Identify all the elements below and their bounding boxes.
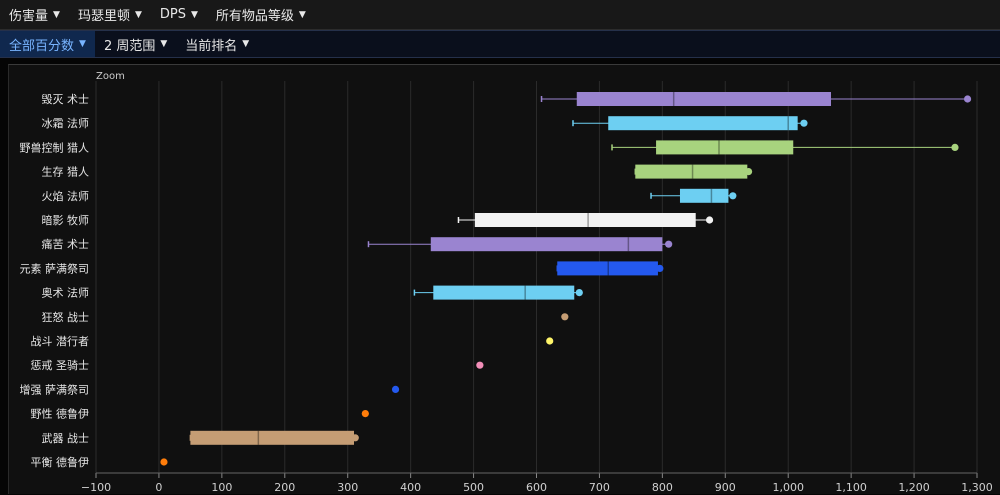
boss-dropdown-label: 玛瑟里顿 — [77, 9, 130, 24]
x-tick-label: 200 — [274, 481, 295, 494]
max-point — [744, 168, 753, 176]
metric-filter-bar: 伤害量 ▼ 玛瑟里顿 ▼ DPS ▼ 所有物品等级 ▼ — [0, 0, 1000, 30]
box-iqr — [608, 116, 798, 131]
boss-dropdown[interactable]: 玛瑟里顿 ▼ — [69, 0, 151, 29]
percentile-dropdown[interactable]: 全部百分数 ▼ — [0, 31, 95, 57]
max-point — [160, 458, 168, 466]
chevron-down-icon: ▼ — [134, 9, 142, 20]
chevron-down-icon: ▼ — [53, 9, 60, 20]
category-label: 增强 萨满祭司 — [20, 382, 90, 396]
x-tick-label: 600 — [526, 481, 547, 494]
stat-dropdown-label: DPS — [159, 7, 186, 22]
category-label: 惩戒 圣骑士 — [31, 359, 90, 372]
max-point — [705, 216, 714, 224]
boxplot-chart: −100 0 100 200 300 400 500 600 700 800 900 1,000 1,1… — [20, 81, 993, 494]
max-point — [351, 434, 359, 442]
x-tick-label: 300 — [337, 481, 358, 494]
time-range-dropdown[interactable]: 2 周范围 ▼ — [95, 31, 176, 57]
x-tick-label: 1,300 — [961, 481, 993, 494]
chevron-down-icon: ▼ — [298, 9, 306, 20]
ranking-dropdown-label: 当前排名 — [185, 38, 238, 54]
category-label: 元素 萨满祭司 — [20, 262, 90, 275]
box-iqr — [576, 92, 832, 106]
x-tick-label: 0 — [155, 481, 162, 494]
category-label: 火焰 法师 — [42, 189, 90, 203]
category-label: 奥术 法师 — [42, 286, 90, 300]
max-point — [361, 410, 369, 418]
max-point — [476, 361, 484, 369]
category-label: 狂怒 战士 — [42, 310, 90, 324]
x-tick-label: 1,100 — [835, 481, 867, 494]
chevron-down-icon: ▼ — [160, 39, 168, 49]
x-tick-label: 400 — [400, 481, 421, 494]
max-point — [729, 192, 737, 200]
x-tick-label: −100 — [81, 481, 111, 494]
chart-panel: Zoom −100 0 100 200 300 400 500 600 700 800 900 1,0… — [8, 64, 1000, 494]
x-tick-label: 900 — [715, 481, 736, 494]
box-iqr — [656, 140, 794, 155]
max-point — [575, 289, 583, 297]
stat-dropdown[interactable]: DPS ▼ — [151, 0, 207, 29]
zoom-label[interactable]: Zoom — [96, 71, 125, 82]
box-iqr — [433, 285, 575, 300]
metric-dropdown[interactable]: 伤害量 ▼ — [0, 0, 69, 29]
category-label: 生存 猎人 — [42, 165, 90, 179]
chevron-down-icon: ▼ — [242, 39, 250, 49]
chevron-down-icon: ▼ — [79, 39, 86, 49]
item-level-dropdown[interactable]: 所有物品等级 ▼ — [207, 0, 315, 29]
box-iqr — [635, 164, 748, 179]
category-label: 战斗 潜行者 — [31, 334, 90, 348]
box-iqr — [679, 188, 729, 203]
x-tick-label: 700 — [589, 481, 610, 494]
chevron-down-icon: ▼ — [190, 9, 198, 20]
category-label: 冰霜 法师 — [42, 116, 90, 130]
range-filter-bar: 全部百分数 ▼ 2 周范围 ▼ 当前排名 ▼ — [0, 30, 1000, 58]
x-tick-label: 1,000 — [772, 481, 804, 494]
box-iqr — [190, 430, 355, 445]
item-level-dropdown-label: 所有物品等级 — [215, 9, 294, 24]
x-tick-label: 100 — [211, 481, 232, 494]
x-tick-label: 500 — [463, 481, 484, 494]
box-iqr — [430, 237, 663, 252]
ranking-dropdown[interactable]: 当前排名 ▼ — [176, 31, 258, 57]
category-label: 平衡 德鲁伊 — [31, 455, 90, 469]
max-point — [546, 337, 554, 345]
x-tick-label: 1,200 — [898, 481, 930, 494]
max-point — [800, 119, 808, 127]
box-iqr — [557, 261, 658, 276]
category-label: 痛苦 术士 — [42, 237, 90, 251]
max-point — [656, 264, 664, 272]
max-point — [963, 95, 972, 103]
category-label: 暗影 牧师 — [42, 213, 90, 227]
time-range-dropdown-label: 2 周范围 — [103, 38, 156, 54]
category-label: 野性 德鲁伊 — [31, 407, 90, 421]
metric-dropdown-label: 伤害量 — [9, 9, 49, 24]
category-label: 野兽控制 猎人 — [20, 140, 90, 154]
percentile-dropdown-label: 全部百分数 — [9, 38, 75, 54]
max-point — [951, 143, 959, 151]
max-point — [561, 313, 569, 321]
category-label: 武器 战士 — [42, 432, 90, 445]
box-iqr — [474, 213, 696, 227]
max-point — [665, 240, 673, 248]
category-label: 毁灭 术士 — [42, 92, 90, 106]
max-point — [391, 385, 400, 393]
x-tick-label: 800 — [652, 481, 673, 494]
